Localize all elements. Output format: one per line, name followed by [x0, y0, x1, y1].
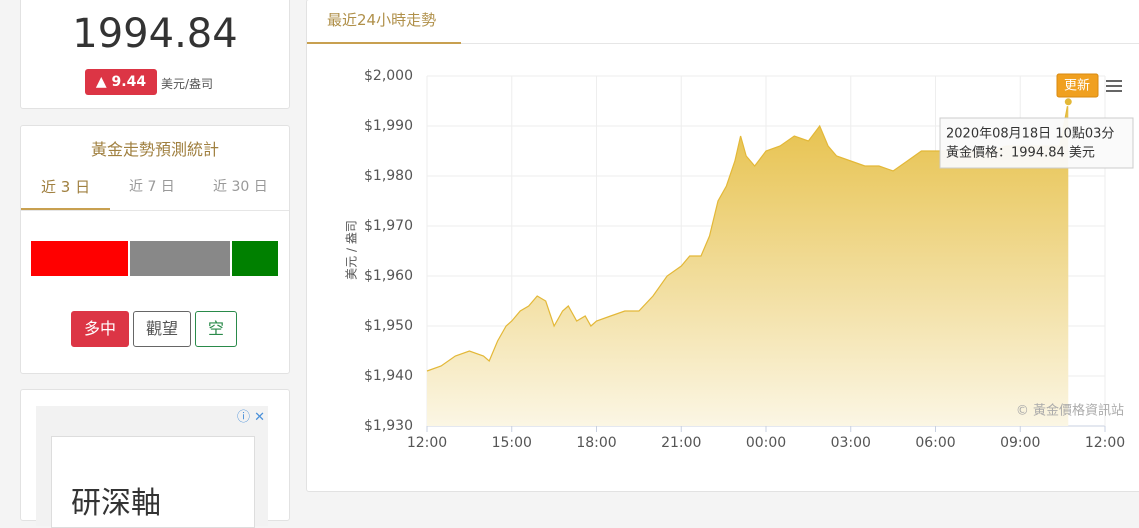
- change: 9.44: [111, 74, 147, 90]
- x-tick-label: 12:00: [407, 435, 447, 451]
- tooltip-box: [939, 117, 1134, 169]
- x-tick-label: 03:00: [831, 435, 871, 451]
- ad-close[interactable]: ⓘ ✕: [237, 410, 266, 425]
- x-tick-label: 00:00: [746, 435, 786, 451]
- y-tick-label: $1,990: [364, 118, 413, 134]
- y-tick-label: $1,970: [364, 218, 413, 234]
- divider: [21, 210, 289, 211]
- button[interactable]: 空: [195, 311, 237, 347]
- y-tick-label: $1,940: [364, 368, 413, 384]
- area: [427, 101, 1069, 427]
- x-tick-label: 06:00: [915, 435, 955, 451]
- menu-icon: [1106, 80, 1122, 82]
- forecast-bar: [31, 241, 278, 276]
- bar-segment: [130, 241, 230, 276]
- arrow: ▲: [95, 74, 107, 90]
- update-button[interactable]: [1056, 73, 1099, 98]
- menu-icon: [1106, 85, 1122, 87]
- page: 1994.84 ▲ 9.44 美元/盎司 黃金走勢預測統計 近 3 日 近 7 …: [20, 0, 1139, 528]
- forecast-title: 黃金走勢預測統計: [90, 140, 219, 159]
- unit: 美元/盎司: [161, 77, 214, 91]
- y-tick-label: $1,980: [364, 168, 413, 184]
- tab[interactable]: 近 7 日: [129, 179, 175, 195]
- ad-card: ⓘ ✕ 研深軸: [20, 389, 290, 528]
- divider: [461, 43, 1139, 44]
- tooltip-line: 2020年08月18日 10點03分: [946, 127, 1114, 142]
- x-tick-label: 09:00: [1000, 435, 1040, 451]
- button[interactable]: 多中: [71, 311, 129, 347]
- chart: $1,930 $1,940 $1,950 $1,960 $1,970 $1,980 $1,9…: [345, 68, 1134, 451]
- bar-segment: [31, 241, 129, 276]
- tab[interactable]: 近 3 日: [41, 178, 91, 196]
- y-axis-label: 美元 / 盎司: [345, 220, 359, 280]
- change-badge: ▲ 9.44: [85, 69, 157, 95]
- bar-segment: [231, 241, 278, 276]
- menu-icon: [1106, 90, 1122, 92]
- x-tick-label: 21:00: [661, 435, 701, 451]
- tab[interactable]: 近 30 日: [213, 179, 268, 195]
- y-tick-label: $1,950: [364, 318, 413, 334]
- x-tick-label: 12:00: [1085, 435, 1125, 451]
- panel-tab[interactable]: 最近24小時走勢: [327, 11, 437, 29]
- tab-underline: [307, 42, 461, 44]
- y-tick-label: $1,960: [364, 268, 413, 284]
- tooltip-line: 黃金價格：1994.84 美元: [946, 145, 1095, 161]
- price: 1994.84: [72, 11, 238, 57]
- y-tick-label: $1,930: [364, 418, 413, 434]
- y-tick-label: $2,000: [364, 68, 413, 84]
- tab-underline: [21, 208, 110, 210]
- price-card: 1994.84 ▲ 9.44 美元/盎司: [20, 0, 290, 109]
- hover-point: [1063, 97, 1073, 107]
- update-button-label: 更新: [1064, 78, 1090, 94]
- ad-text: 研深軸: [71, 486, 161, 521]
- x-tick-label: 18:00: [576, 435, 616, 451]
- x-tick-label: 15:00: [492, 435, 532, 451]
- credit: © 黃金價格資訊站: [1016, 403, 1124, 419]
- button[interactable]: 觀望: [133, 311, 191, 347]
- forecast-card: 黃金走勢預測統計 近 3 日 近 7 日 近 30 日 多中 觀望 空: [20, 125, 290, 374]
